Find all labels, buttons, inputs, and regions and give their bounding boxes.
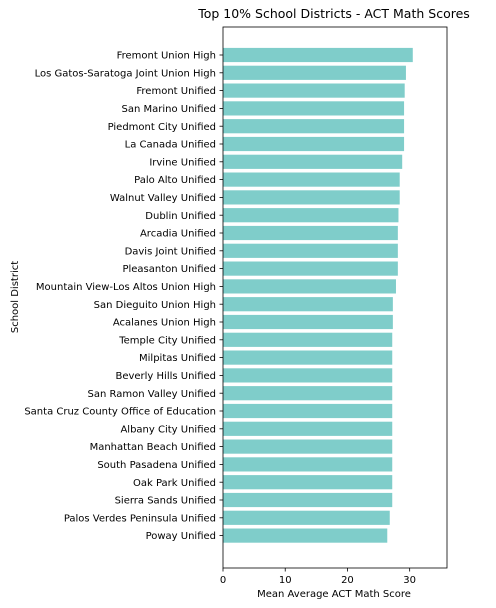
y-tick-label: San Dieguito Union High: [94, 300, 216, 311]
bar: [223, 439, 393, 454]
x-tick-label: 30: [403, 575, 416, 586]
y-tick-label: Arcadia Unified: [140, 229, 216, 240]
bar: [223, 47, 413, 63]
y-tick-label: Beverly Hills Unified: [115, 371, 216, 382]
bar: [223, 119, 405, 134]
bar: [223, 172, 400, 187]
bar: [223, 314, 393, 330]
y-tick-label: Manhattan Beach Unified: [90, 442, 216, 453]
bar: [223, 386, 393, 401]
y-tick-label: Palo Alto Unified: [134, 175, 216, 186]
bars-group: [223, 47, 413, 543]
x-tick-label: 0: [220, 575, 226, 586]
x-axis-label: Mean Average ACT Math Score: [257, 589, 411, 600]
bar: [223, 421, 393, 436]
y-tick-label: Santa Cruz County Office of Education: [24, 407, 216, 418]
y-tick-label: Albany City Unified: [120, 424, 216, 435]
bar: [223, 65, 406, 80]
bar: [223, 457, 393, 472]
y-tick-label: Palos Verdes Peninsula Unified: [64, 513, 216, 524]
y-tick-label: Temple City Unified: [118, 335, 216, 346]
bar: [223, 475, 393, 490]
y-tick-label: Piedmont City Unified: [108, 122, 216, 133]
bar: [223, 297, 393, 312]
y-tick-label: Irvine Unified: [149, 157, 216, 168]
bar: [223, 279, 396, 294]
bar: [223, 403, 393, 419]
y-tick-label: San Marino Unified: [121, 104, 216, 115]
bar: [223, 225, 398, 241]
y-tick-label: Mountain View-Los Altos Union High: [36, 282, 216, 293]
y-tick-label: Davis Joint Unified: [125, 246, 216, 257]
y-tick-label: Acalanes Union High: [113, 318, 216, 329]
bar: [223, 190, 400, 205]
x-tick-label: 10: [279, 575, 292, 586]
bar: [223, 492, 393, 508]
bar: [223, 154, 403, 169]
y-tick-label: La Canada Unified: [125, 140, 216, 151]
y-tick-label: South Pasadena Unified: [97, 460, 216, 471]
y-tick-label: Fremont Unified: [136, 86, 216, 97]
bar: [223, 101, 405, 116]
bar: [223, 368, 393, 383]
bar: [223, 332, 393, 347]
bar: [223, 510, 390, 525]
bar: [223, 528, 388, 543]
plot-area-frame: [222, 26, 448, 569]
y-axis-label: School District: [10, 261, 21, 333]
y-tick-label: Los Gatos-Saratoga Joint Union High: [35, 68, 216, 79]
x-tick-group: 0 10 20 30: [220, 568, 416, 586]
bar: [223, 261, 398, 276]
bar: [223, 136, 405, 152]
bar: [223, 350, 393, 365]
x-tick-label: 20: [341, 575, 354, 586]
bar: [223, 83, 405, 98]
y-tick-label: Sierra Sands Unified: [115, 496, 216, 507]
y-tick-label: Pleasanton Unified: [122, 264, 216, 275]
y-tick-label: Walnut Valley Unified: [110, 193, 216, 204]
y-tick-label: Fremont Union High: [117, 51, 216, 62]
y-tick-label: Milpitas Unified: [139, 353, 216, 364]
chart-title: Top 10% School Districts - ACT Math Scor…: [197, 6, 470, 21]
y-tick-group: Fremont Union High Los Gatos-Saratoga Joi…: [24, 51, 223, 542]
y-tick-label: Poway Unified: [146, 531, 216, 542]
bar: [223, 208, 399, 223]
bar: [223, 243, 398, 258]
y-tick-label: San Ramon Valley Unified: [88, 389, 216, 400]
y-tick-label: Oak Park Unified: [133, 478, 216, 489]
y-tick-label: Dublin Unified: [145, 211, 216, 222]
